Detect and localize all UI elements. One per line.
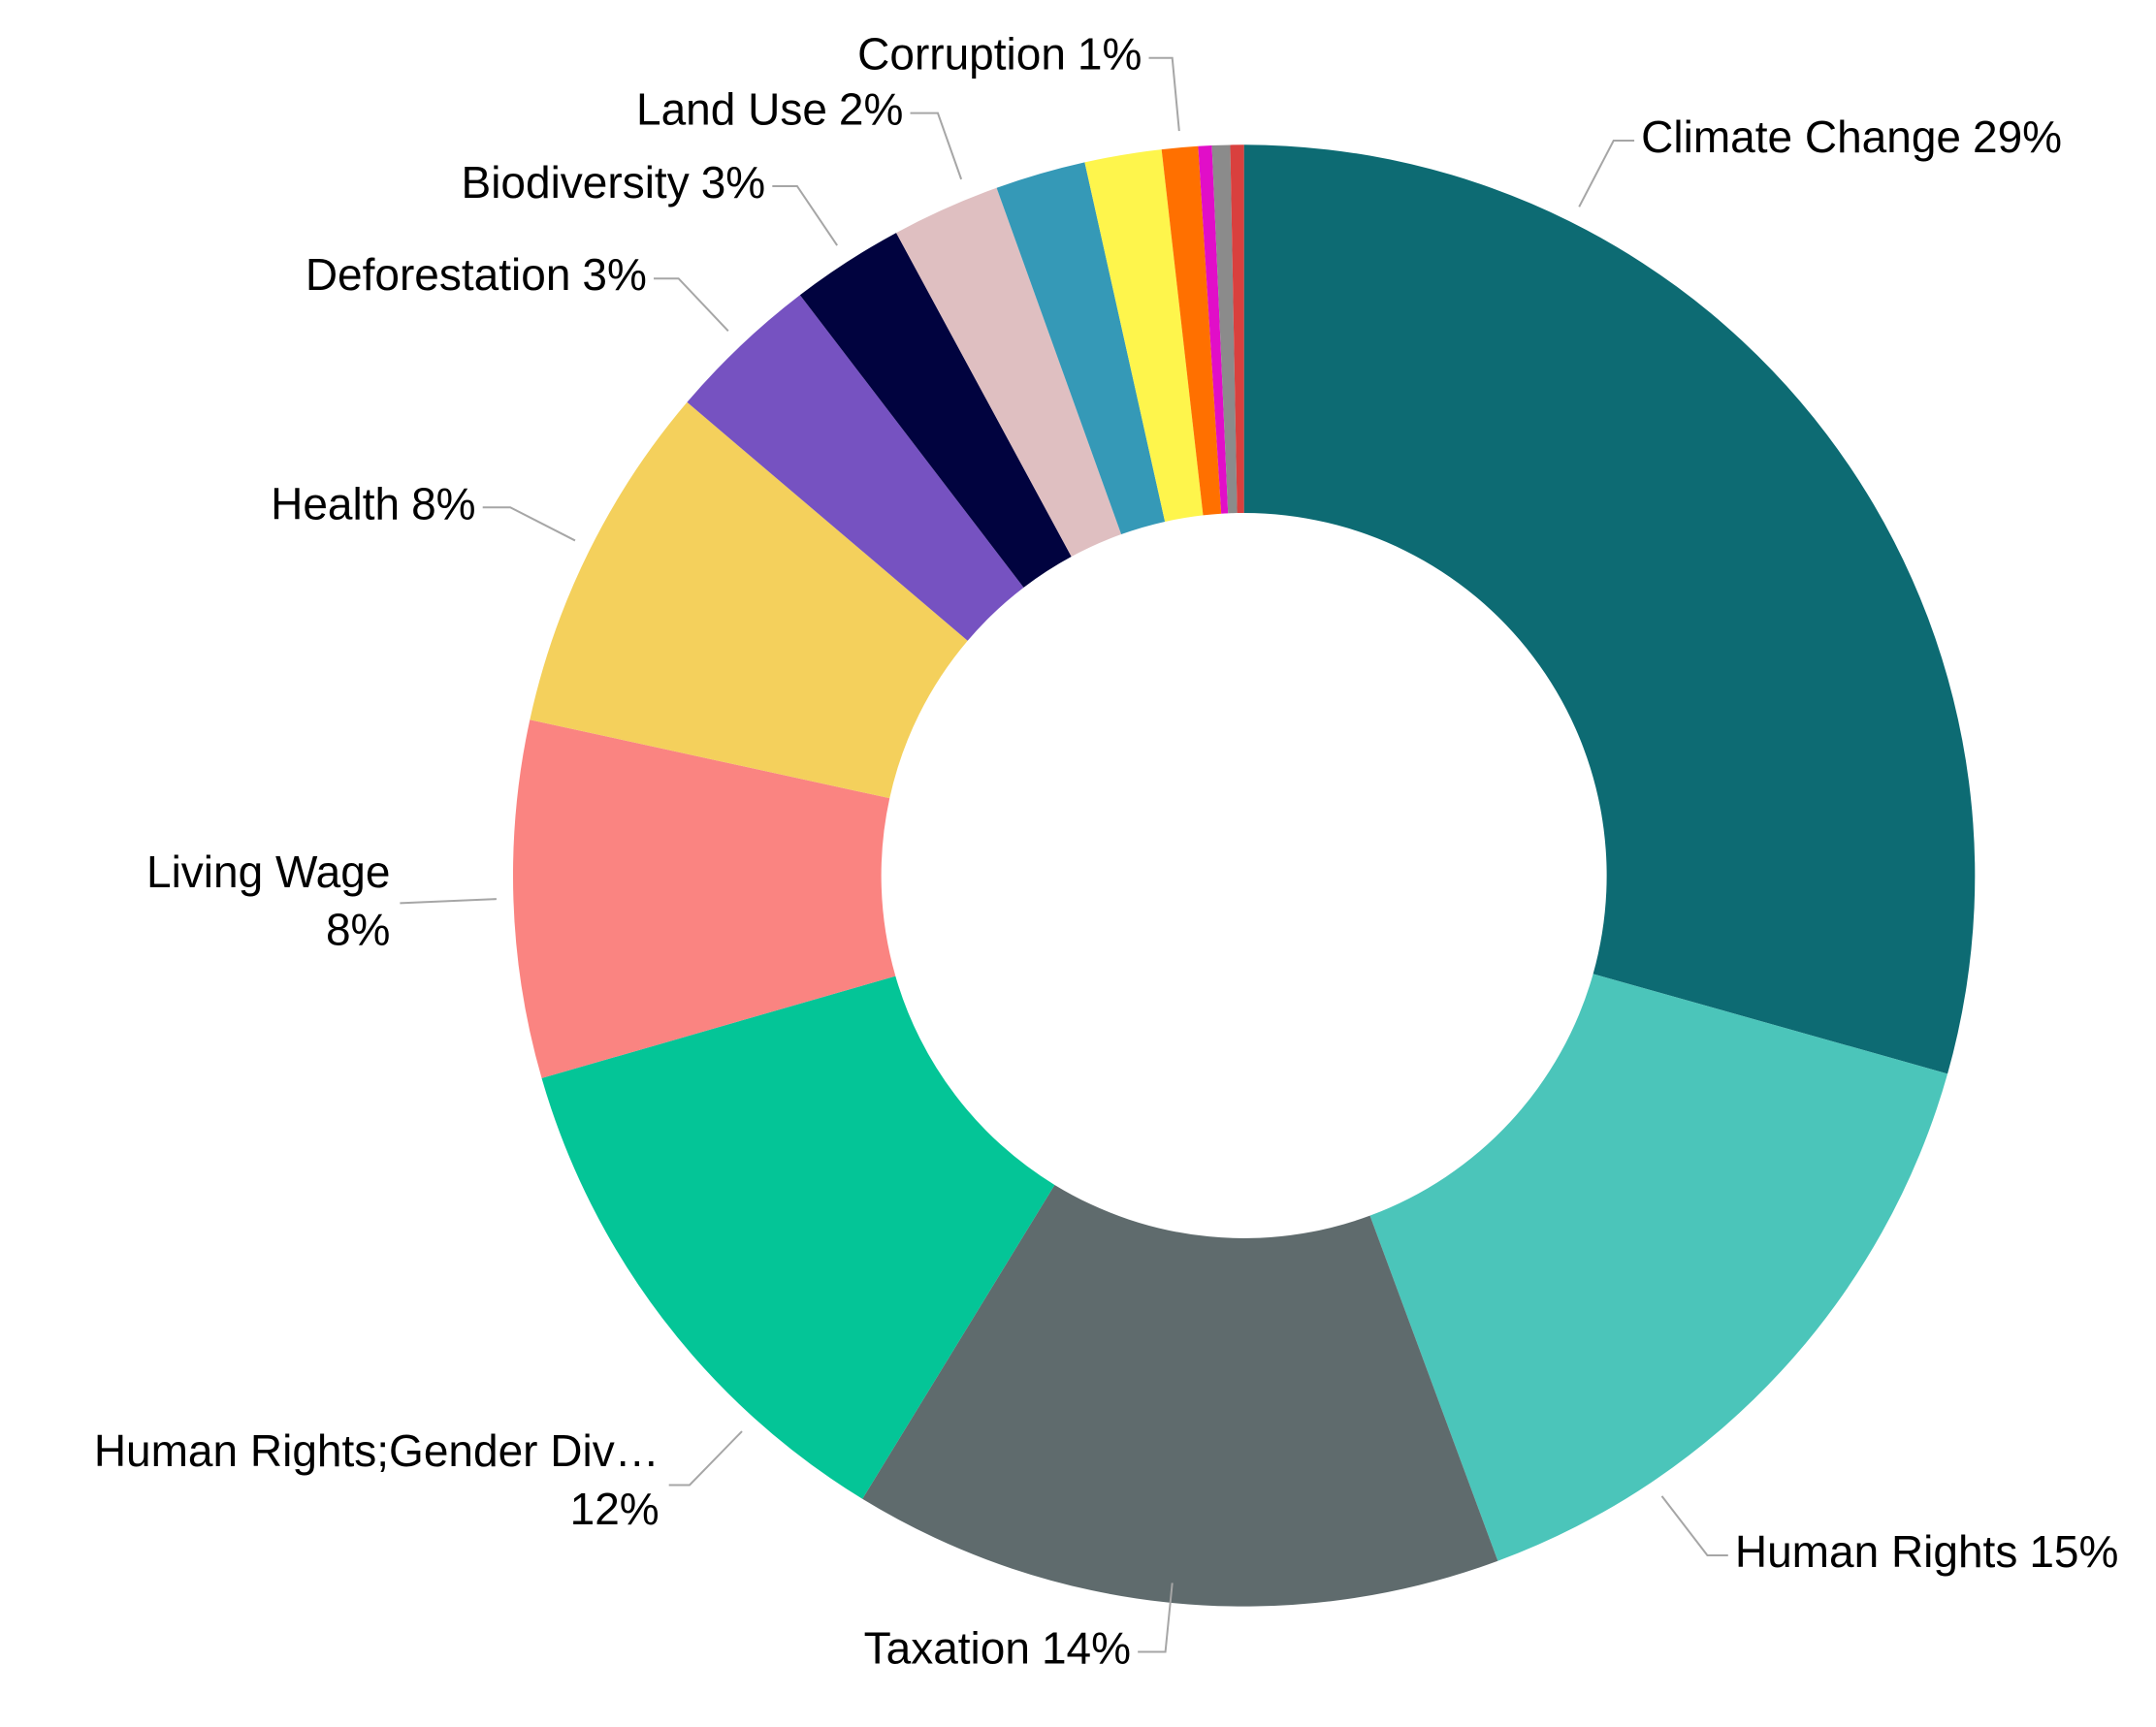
data-label: Taxation 14% xyxy=(864,1623,1131,1674)
slice xyxy=(1161,145,1222,516)
value-label: 3% xyxy=(582,249,646,300)
leader-line xyxy=(772,184,838,246)
slice xyxy=(1084,149,1204,522)
value-label: 15% xyxy=(2029,1526,2118,1577)
leader-line xyxy=(654,277,729,332)
slice xyxy=(1211,144,1238,514)
data-label: Human Rights;Gender Div… 12% xyxy=(94,1425,660,1534)
leader-line xyxy=(1148,56,1180,132)
leader-line xyxy=(1660,1495,1728,1557)
slice xyxy=(896,187,1122,558)
value-label: 1% xyxy=(1078,29,1142,80)
data-label: Deforestation 3% xyxy=(306,249,647,300)
category-label: Human Rights xyxy=(1735,1526,2017,1577)
data-label: Land Use 2% xyxy=(636,84,903,135)
slice xyxy=(1230,144,1244,514)
category-label: Living Wage xyxy=(146,847,390,897)
category-label: Deforestation xyxy=(306,249,571,300)
value-label: 8% xyxy=(411,478,475,528)
value-label: 14% xyxy=(1042,1623,1131,1674)
value-label: 8% xyxy=(326,905,390,955)
category-label: Health xyxy=(271,478,400,528)
category-label: Land Use xyxy=(636,84,827,135)
category-label: Corruption xyxy=(857,29,1066,80)
leader-line xyxy=(1578,140,1635,208)
value-label: 3% xyxy=(701,157,765,208)
category-label: Human Rights;Gender Div… xyxy=(94,1425,660,1476)
leader-line xyxy=(400,898,497,905)
slice xyxy=(512,720,896,1078)
leader-line xyxy=(1138,1583,1174,1653)
slice xyxy=(541,975,1055,1499)
leader-line xyxy=(910,112,963,180)
slice xyxy=(687,295,1024,641)
leader-line xyxy=(668,1430,743,1487)
data-label: Human Rights 15% xyxy=(1735,1526,2119,1577)
category-label: Climate Change xyxy=(1641,112,1961,162)
category-label: Taxation xyxy=(864,1623,1030,1674)
slice xyxy=(530,401,968,799)
data-label: Corruption 1% xyxy=(857,29,1142,80)
slice xyxy=(1243,144,1976,1074)
slice xyxy=(1369,974,1948,1561)
value-label: 29% xyxy=(1973,112,2062,162)
value-label: 2% xyxy=(839,84,903,135)
slice xyxy=(996,162,1166,535)
data-label: Health 8% xyxy=(271,478,475,528)
category-label: Biodiversity xyxy=(462,157,690,208)
data-label: Climate Change 29% xyxy=(1641,112,2062,162)
slice xyxy=(862,1184,1498,1607)
data-label: Living Wage 8% xyxy=(146,847,390,955)
data-label: Biodiversity 3% xyxy=(462,157,766,208)
leader-line xyxy=(482,506,576,542)
slice xyxy=(799,233,1072,588)
slice xyxy=(1198,145,1229,514)
value-label: 12% xyxy=(570,1484,660,1534)
